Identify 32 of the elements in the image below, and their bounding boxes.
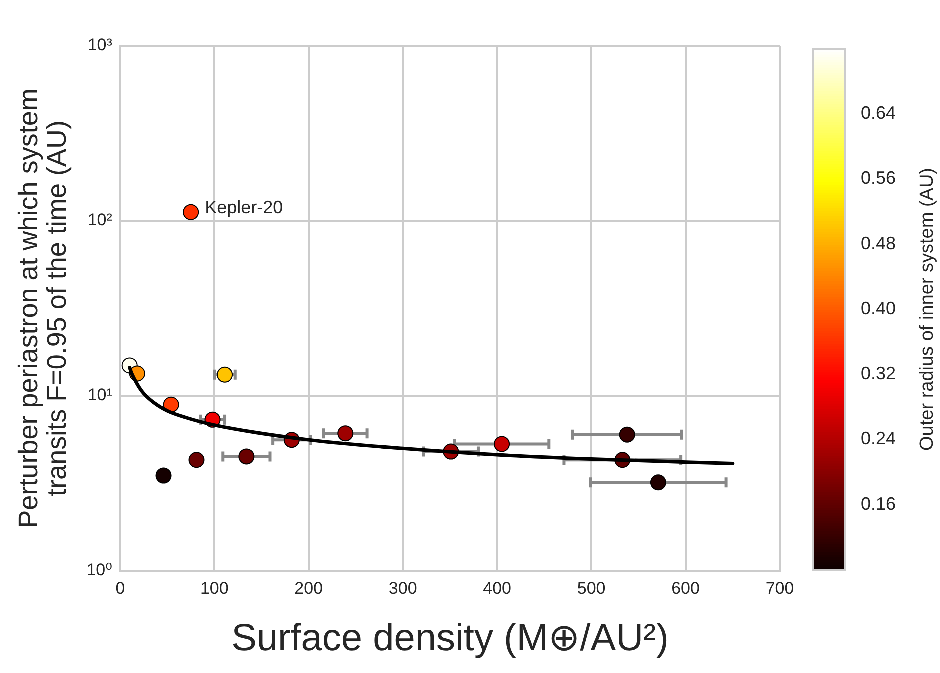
y-tick-label: 10⁰ xyxy=(86,560,113,580)
point xyxy=(238,448,255,465)
y-tick-label: 10¹ xyxy=(88,386,113,405)
x-tick-label: 600 xyxy=(672,578,700,598)
annotation: Kepler-20 xyxy=(205,197,284,218)
x-tick-label: 300 xyxy=(388,578,418,598)
x-tick-label: 700 xyxy=(766,578,794,598)
color-bar-label: 0.64 xyxy=(861,103,896,124)
x-tick-label: 0 xyxy=(116,578,126,598)
x-tick-label: 400 xyxy=(483,578,512,598)
x-tick-label: 100 xyxy=(200,578,229,598)
color-bar-label: 0.40 xyxy=(861,298,896,318)
x-axis-title: Surface density (M⊕/AU²) xyxy=(232,618,669,660)
point xyxy=(217,366,234,383)
point xyxy=(188,452,205,468)
point xyxy=(650,474,666,491)
color-bar-label: 0.48 xyxy=(861,233,896,254)
point xyxy=(156,468,172,484)
y-tick-label: 10³ xyxy=(88,36,113,55)
color-bar-label: 0.56 xyxy=(861,168,896,188)
point xyxy=(619,426,636,443)
y-tick-label: 10² xyxy=(88,210,113,230)
color-bar-label: 0.24 xyxy=(861,428,896,449)
color-bar-label: 0.32 xyxy=(861,364,896,384)
color-bar-label: 0.16 xyxy=(861,494,896,514)
point xyxy=(338,426,354,442)
x-tick-label: 500 xyxy=(577,578,606,598)
color-bar-title: Outer radius of inner system (AU) xyxy=(917,168,938,451)
x-tick-label: 200 xyxy=(294,578,324,598)
point xyxy=(183,204,200,220)
point xyxy=(494,436,510,452)
y-axis-title: Perturber periastron at which system transits F=0.95 of the time (AU) xyxy=(14,88,72,528)
